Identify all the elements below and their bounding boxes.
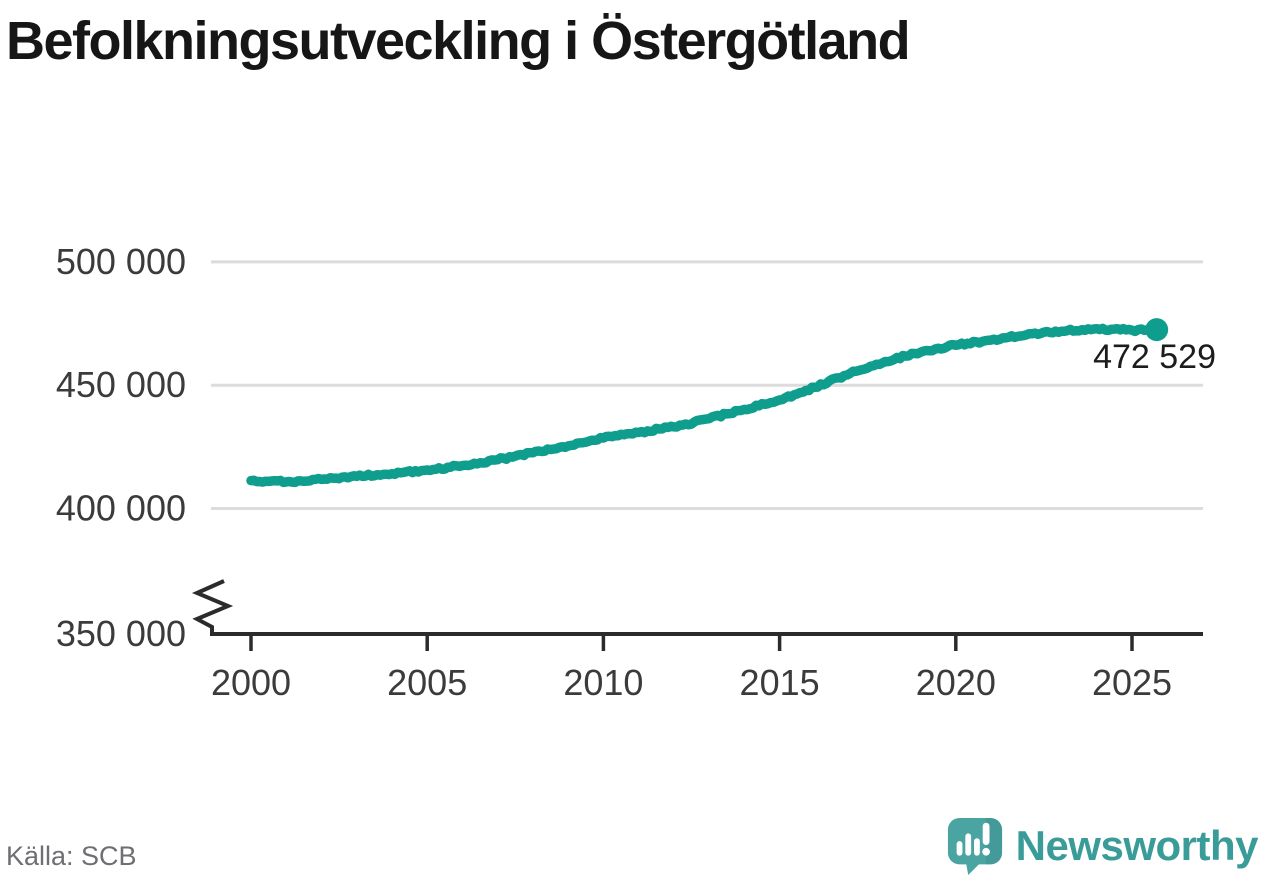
y-axis-tick-label: 500 000 <box>56 241 186 282</box>
x-axis-tick-label: 2005 <box>387 662 467 703</box>
x-axis-tick-label: 2025 <box>1092 662 1172 703</box>
x-axis-tick-label: 2000 <box>211 662 291 703</box>
logo-bar-1 <box>956 841 963 856</box>
x-axis-tick-label: 2010 <box>563 662 643 703</box>
newsworthy-brand: Newsworthy <box>946 816 1259 876</box>
population-line <box>246 323 1162 488</box>
logo-bar-3 <box>973 838 980 856</box>
source-label: Källa: SCB <box>6 841 137 871</box>
x-axis-tick-label: 2020 <box>916 662 996 703</box>
logo-exclamation-dot <box>981 847 990 856</box>
latest-value-dot <box>1145 318 1169 342</box>
newsworthy-wordmark: Newsworthy <box>1015 822 1259 869</box>
logo-bar-2 <box>964 833 971 856</box>
newsworthy-logo-icon <box>947 817 1002 875</box>
y-axis-tick-label: 450 000 <box>56 364 186 405</box>
y-axis-break-icon <box>191 579 234 636</box>
chart-title: Befolkningsutveckling i Östergötland <box>6 11 911 71</box>
x-axis-tick-label: 2015 <box>740 662 820 703</box>
y-axis-tick-label: 350 000 <box>56 613 186 654</box>
latest-value-label: 472 529 <box>1093 338 1216 376</box>
y-axis-tick-label: 400 000 <box>56 488 186 529</box>
logo-exclamation-bar <box>982 822 990 846</box>
